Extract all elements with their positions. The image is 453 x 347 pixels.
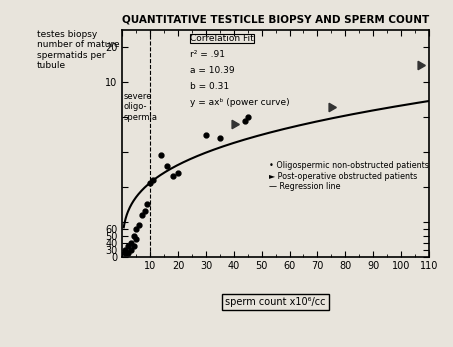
Text: r² = .91: r² = .91 — [190, 50, 225, 59]
Text: a = 10.39: a = 10.39 — [190, 66, 234, 75]
Title: QUANTITATIVE TESTICLE BIOPSY AND SPERM COUNT: QUANTITATIVE TESTICLE BIOPSY AND SPERM C… — [122, 15, 429, 25]
Text: sperm count x10⁶/cc: sperm count x10⁶/cc — [225, 297, 326, 307]
Text: • Oligospermic non-obstructed patients
► Post-operative obstructed patients
— Re: • Oligospermic non-obstructed patients ►… — [270, 161, 429, 191]
Text: testes biopsy
number of mature
spermatids per
tubule: testes biopsy number of mature spermatid… — [37, 30, 119, 70]
Text: y = axᵇ (power curve): y = axᵇ (power curve) — [190, 98, 289, 107]
Text: severe
oligo-
spermia: severe oligo- spermia — [124, 92, 158, 121]
Text: Correlation Fit: Correlation Fit — [190, 34, 254, 43]
Text: b = 0.31: b = 0.31 — [190, 82, 229, 91]
